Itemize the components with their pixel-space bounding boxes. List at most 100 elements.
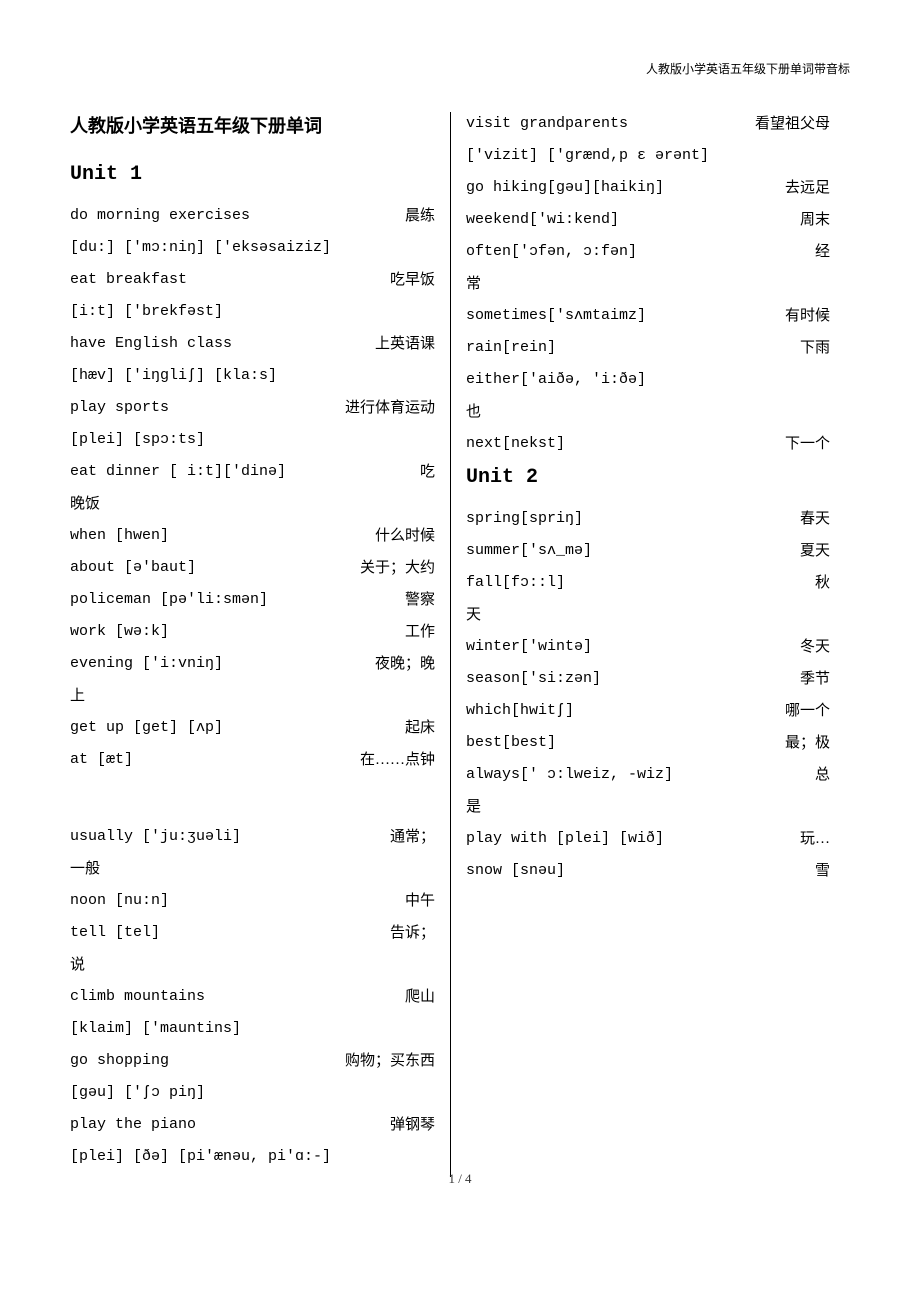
vocab-cn: 上英语课 [375,332,435,356]
vocab-entry: often['ɔfən, ɔ:fən] 经 [466,240,830,264]
vocab-en: rain[rein] [466,336,556,360]
vocab-cn: 夏天 [800,539,830,563]
vocab-cn: 季节 [800,667,830,691]
vocab-entry: play sports 进行体育运动 [70,396,435,420]
vocab-cn: 雪 [815,859,830,883]
phonetic: [plei] [ðə] [pi'ænəu, pi'ɑ:-] [70,1145,435,1169]
vocab-entry: do morning exercises 晨练 [70,204,435,228]
phonetic: [klaim] ['mauntins] [70,1017,435,1041]
vocab-entry: summer['sʌ_mə] 夏天 [466,539,830,563]
vocab-en: which[hwitʃ] [466,699,574,723]
vocab-cn: 吃 [420,460,435,484]
vocab-en: best[best] [466,731,556,755]
vocab-cn: 晨练 [405,204,435,228]
vocab-en: when [hwen] [70,524,169,548]
vocab-entry: snow [snəu] 雪 [466,859,830,883]
vocab-cn-cont: 也 [466,400,830,424]
vocab-en: sometimes['sʌmtaimz] [466,304,646,328]
vocab-cn: 购物；买东西 [345,1049,435,1073]
vocab-en: fall[fɔ::l] [466,571,565,595]
vocab-entry: play the piano 弹钢琴 [70,1113,435,1137]
vocab-cn: 吃早饭 [390,268,435,292]
vocab-cn-cont: 天 [466,603,830,627]
vocab-en: play the piano [70,1113,196,1137]
vocab-en: eat dinner [ i:t]['dinə] [70,460,286,484]
right-column: visit grandparents 看望祖父母 ['vizit] ['græn… [450,112,830,1177]
phonetic: [gəu] ['ʃɔ piŋ] [70,1081,435,1105]
vocab-cn: 通常； [390,825,435,849]
vocab-entry: policeman [pə'li:smən] 警察 [70,588,435,612]
vocab-cn: 在……点钟 [360,748,435,772]
phonetic: ['vizit] ['grænd,p ɛ ərənt] [466,144,830,168]
vocab-en: play sports [70,396,169,420]
vocab-en: season['si:zən] [466,667,601,691]
vocab-cn: 关于；大约 [360,556,435,580]
vocab-cn: 进行体育运动 [345,396,435,420]
vocab-cn: 最；极 [785,731,830,755]
vocab-cn-cont: 一般 [70,857,435,881]
vocab-en: tell [tel] [70,921,160,945]
vocab-en: climb mountains [70,985,205,1009]
vocab-entry: have English class 上英语课 [70,332,435,356]
vocab-entry: either['aiðə, 'i:ðə] [466,368,830,392]
vocab-entry: tell [tel] 告诉； [70,921,435,945]
vocab-entry: visit grandparents 看望祖父母 [466,112,830,136]
vocab-cn: 下雨 [800,336,830,360]
vocab-cn: 警察 [405,588,435,612]
vocab-cn: 下一个 [785,432,830,456]
vocab-en: about [ə'baut] [70,556,196,580]
phonetic: [hæv] ['iŋgliʃ] [kla:s] [70,364,435,388]
main-title: 人教版小学英语五年级下册单词 [70,112,435,138]
phonetic: [du:] ['mɔ:niŋ] ['eksəsaiziz] [70,236,435,260]
vocab-entry: season['si:zən] 季节 [466,667,830,691]
vocab-cn: 秋 [815,571,830,595]
vocab-cn: 看望祖父母 [755,112,830,136]
vocab-entry: evening ['i:vniŋ] 夜晚；晚 [70,652,435,676]
vocab-en: policeman [pə'li:smən] [70,588,268,612]
vocab-en: winter['wintə] [466,635,592,659]
vocab-entry: noon [nu:n] 中午 [70,889,435,913]
vocab-en: eat breakfast [70,268,187,292]
vocab-cn: 中午 [405,889,435,913]
vocab-cn: 经 [815,240,830,264]
vocab-cn: 玩… [800,827,830,851]
content-columns: 人教版小学英语五年级下册单词 Unit 1 do morning exercis… [70,112,850,1177]
vocab-cn: 弹钢琴 [390,1113,435,1137]
vocab-en: noon [nu:n] [70,889,169,913]
vocab-cn-cont: 是 [466,795,830,819]
vocab-entry: best[best] 最；极 [466,731,830,755]
vocab-en: next[nekst] [466,432,565,456]
vocab-cn: 春天 [800,507,830,531]
vocab-entry: weekend['wi:kend] 周末 [466,208,830,232]
vocab-en: get up [get] [ʌp] [70,716,223,740]
vocab-en: evening ['i:vniŋ] [70,652,223,676]
vocab-en: play with [plei] [wið] [466,827,664,851]
vocab-cn: 什么时候 [375,524,435,548]
vocab-entry: at [æt] 在……点钟 [70,748,435,772]
vocab-cn: 起床 [405,716,435,740]
vocab-en: visit grandparents [466,112,628,136]
vocab-entry: eat dinner [ i:t]['dinə] 吃 [70,460,435,484]
vocab-cn: 夜晚；晚 [375,652,435,676]
vocab-entry: when [hwen] 什么时候 [70,524,435,548]
vocab-cn: 去远足 [785,176,830,200]
phonetic: [plei] [spɔ:ts] [70,428,435,452]
unit-1-title: Unit 1 [70,163,435,186]
vocab-en: usually ['ju:ʒuəli] [70,825,241,849]
vocab-entry: about [ə'baut] 关于；大约 [70,556,435,580]
vocab-cn-cont: 说 [70,953,435,977]
vocab-entry: spring[spriŋ] 春天 [466,507,830,531]
vocab-entry: always[' ɔ:lweiz, -wiz] 总 [466,763,830,787]
vocab-entry: fall[fɔ::l] 秋 [466,571,830,595]
vocab-en: summer['sʌ_mə] [466,539,592,563]
vocab-cn: 哪一个 [785,699,830,723]
vocab-entry: rain[rein] 下雨 [466,336,830,360]
vocab-en: work [wə:k] [70,620,169,644]
vocab-entry: go shopping 购物；买东西 [70,1049,435,1073]
vocab-en: weekend['wi:kend] [466,208,619,232]
vocab-cn: 周末 [800,208,830,232]
vocab-entry: go hiking[gəu][haikiŋ] 去远足 [466,176,830,200]
vocab-entry: next[nekst] 下一个 [466,432,830,456]
vocab-entry: winter['wintə] 冬天 [466,635,830,659]
vocab-cn: 工作 [405,620,435,644]
